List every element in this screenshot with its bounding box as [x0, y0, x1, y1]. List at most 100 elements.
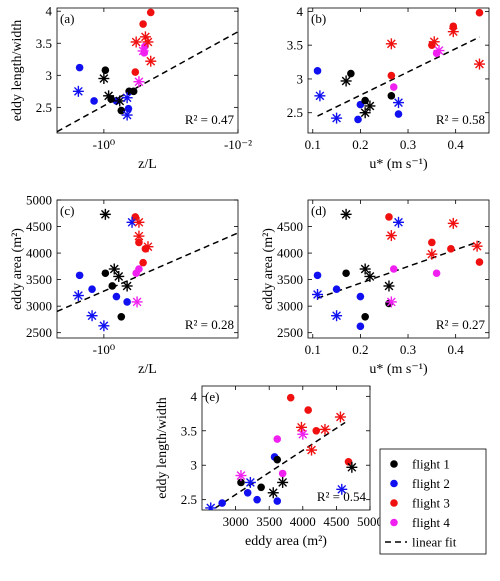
data-point-flight3-10	[304, 406, 312, 414]
data-point-flight3-21	[428, 36, 440, 48]
data-point-flight3-9	[135, 238, 143, 247]
x-axis-label: z/L	[138, 362, 157, 377]
y-tick-label: 3000	[277, 299, 303, 314]
data-point-flight4-26	[297, 428, 309, 440]
data-point-flight2-2	[90, 97, 98, 105]
r-squared-label: R² = 0.28	[185, 317, 234, 332]
data-point-flight2-2	[88, 285, 96, 293]
axes-box	[307, 199, 490, 339]
data-point-flight3-8	[131, 213, 140, 221]
x-tick-label: 4000	[290, 514, 316, 529]
x-tick-label: 0.4	[448, 137, 465, 152]
y-tick-label: 5000	[26, 193, 52, 208]
y-axis-label: eddy area (m²)	[10, 228, 25, 310]
legend-marker-flight4	[390, 518, 398, 527]
data-point-flight3-21	[385, 230, 397, 242]
data-point-flight2-4	[356, 322, 365, 331]
x-tick-label: 0.1	[305, 342, 321, 357]
y-axis-label: eddy area (m²)	[261, 228, 276, 310]
y-tick-label: 3.5	[181, 423, 197, 438]
data-point-flight1-6	[108, 282, 117, 290]
data-points	[313, 8, 485, 124]
data-point-flight3-21	[295, 421, 307, 433]
y-tick-label: 4	[191, 389, 198, 404]
data-point-flight4-24	[137, 45, 149, 57]
legend-marker-flight2	[390, 479, 398, 488]
x-tick-label: 0.4	[448, 342, 465, 357]
y-axis-label: eddy length/width	[155, 397, 170, 499]
data-points	[312, 208, 484, 331]
panel-b: 2.5 3 3.5 4 0.1 0.2 0.3 0.4 (b) R² = 0.58 u* (m s⁻…	[287, 4, 490, 172]
axes-box	[307, 7, 490, 134]
x-axis-label: u* (m s⁻¹)	[369, 362, 428, 377]
panel-e: 2.5 3 3.5 4 3000 3500 4000 4500 5000 (e) R² = 0.54…	[155, 385, 383, 549]
data-point-flight3-22	[447, 26, 459, 38]
y-tick-label: 3500	[277, 272, 303, 287]
axes-box	[56, 7, 239, 134]
y-tick-label: 2500	[277, 325, 303, 340]
y-tick-label: 3	[46, 68, 53, 83]
data-point-flight1-7	[387, 92, 396, 100]
data-point-flight2-1	[313, 67, 322, 75]
data-point-flight1-5	[342, 269, 350, 278]
data-point-flight2-16	[98, 320, 110, 332]
data-point-flight2-16	[393, 216, 404, 228]
linear-fit-line	[317, 36, 480, 117]
data-point-flight2-4	[123, 298, 131, 306]
legend-label-flight1: flight 1	[412, 457, 450, 472]
data-point-flight2-15	[86, 310, 98, 322]
data-point-flight3-11	[139, 20, 147, 28]
y-tick-label: 3	[297, 71, 304, 86]
data-point-flight1-9	[129, 87, 138, 96]
data-point-flight1-19	[364, 270, 376, 282]
data-point-flight3-11	[475, 258, 484, 266]
data-point-flight1-17	[340, 208, 352, 220]
data-point-flight3-10	[139, 258, 147, 267]
data-point-flight1-21	[121, 280, 133, 292]
data-point-flight2-1	[313, 271, 322, 280]
y-tick-label: 4	[297, 4, 304, 19]
panel-a: 2.5 3 3.5 4 -10⁰ -10⁻² (a) R² = 0.47 z/L eddy len…	[10, 4, 252, 172]
x-axis-label: z/L	[138, 157, 157, 172]
data-point-flight3-11	[475, 8, 484, 17]
y-tick-label: 4500	[26, 219, 52, 234]
linear-fit-line	[215, 421, 346, 509]
data-point-flight2-14	[72, 290, 84, 302]
y-tick-label: 4500	[277, 219, 303, 234]
r-squared-label: R² = 0.58	[436, 112, 485, 127]
y-tick-label: 2.5	[36, 100, 52, 115]
data-point-flight3-8	[387, 71, 396, 80]
data-point-flight4-25	[385, 296, 397, 308]
data-point-flight1-18	[99, 208, 111, 220]
data-point-flight2-3	[253, 495, 261, 504]
panel-label: (c)	[60, 203, 74, 218]
x-tick-label: 0.2	[352, 137, 368, 152]
data-point-flight4-25	[131, 296, 143, 308]
data-point-flight3-24	[142, 241, 154, 253]
linear-fit-line	[57, 31, 238, 133]
y-axis-label: eddy length/width	[10, 20, 25, 122]
data-point-flight3-11	[312, 426, 321, 435]
data-point-flight4-13	[432, 269, 441, 278]
data-point-flight2-16	[244, 476, 256, 488]
x-tick-label: 5000	[357, 514, 383, 529]
legend-label-flight2: flight 2	[412, 476, 450, 491]
panel-label: (b)	[311, 11, 326, 26]
axes-box	[56, 199, 239, 339]
y-tick-label: 2500	[26, 325, 52, 340]
data-point-flight3-10	[447, 245, 455, 253]
data-point-flight1-7	[257, 483, 265, 492]
data-point-flight2-3	[356, 292, 365, 301]
data-point-flight1-5	[101, 66, 110, 74]
data-point-flight1-17	[340, 75, 352, 87]
x-tick-label: 3000	[223, 514, 249, 529]
y-tick-label: 3	[191, 458, 198, 473]
data-point-flight2-14	[312, 288, 324, 300]
data-point-flight2-16	[121, 109, 133, 121]
linear-fit-line	[57, 232, 238, 313]
data-point-flight4-13	[273, 435, 282, 443]
data-point-flight2-2	[332, 285, 341, 293]
x-tick-label: 0.3	[400, 137, 416, 152]
data-point-flight1-8	[273, 455, 282, 464]
x-tick-label: -10⁰	[93, 137, 116, 152]
